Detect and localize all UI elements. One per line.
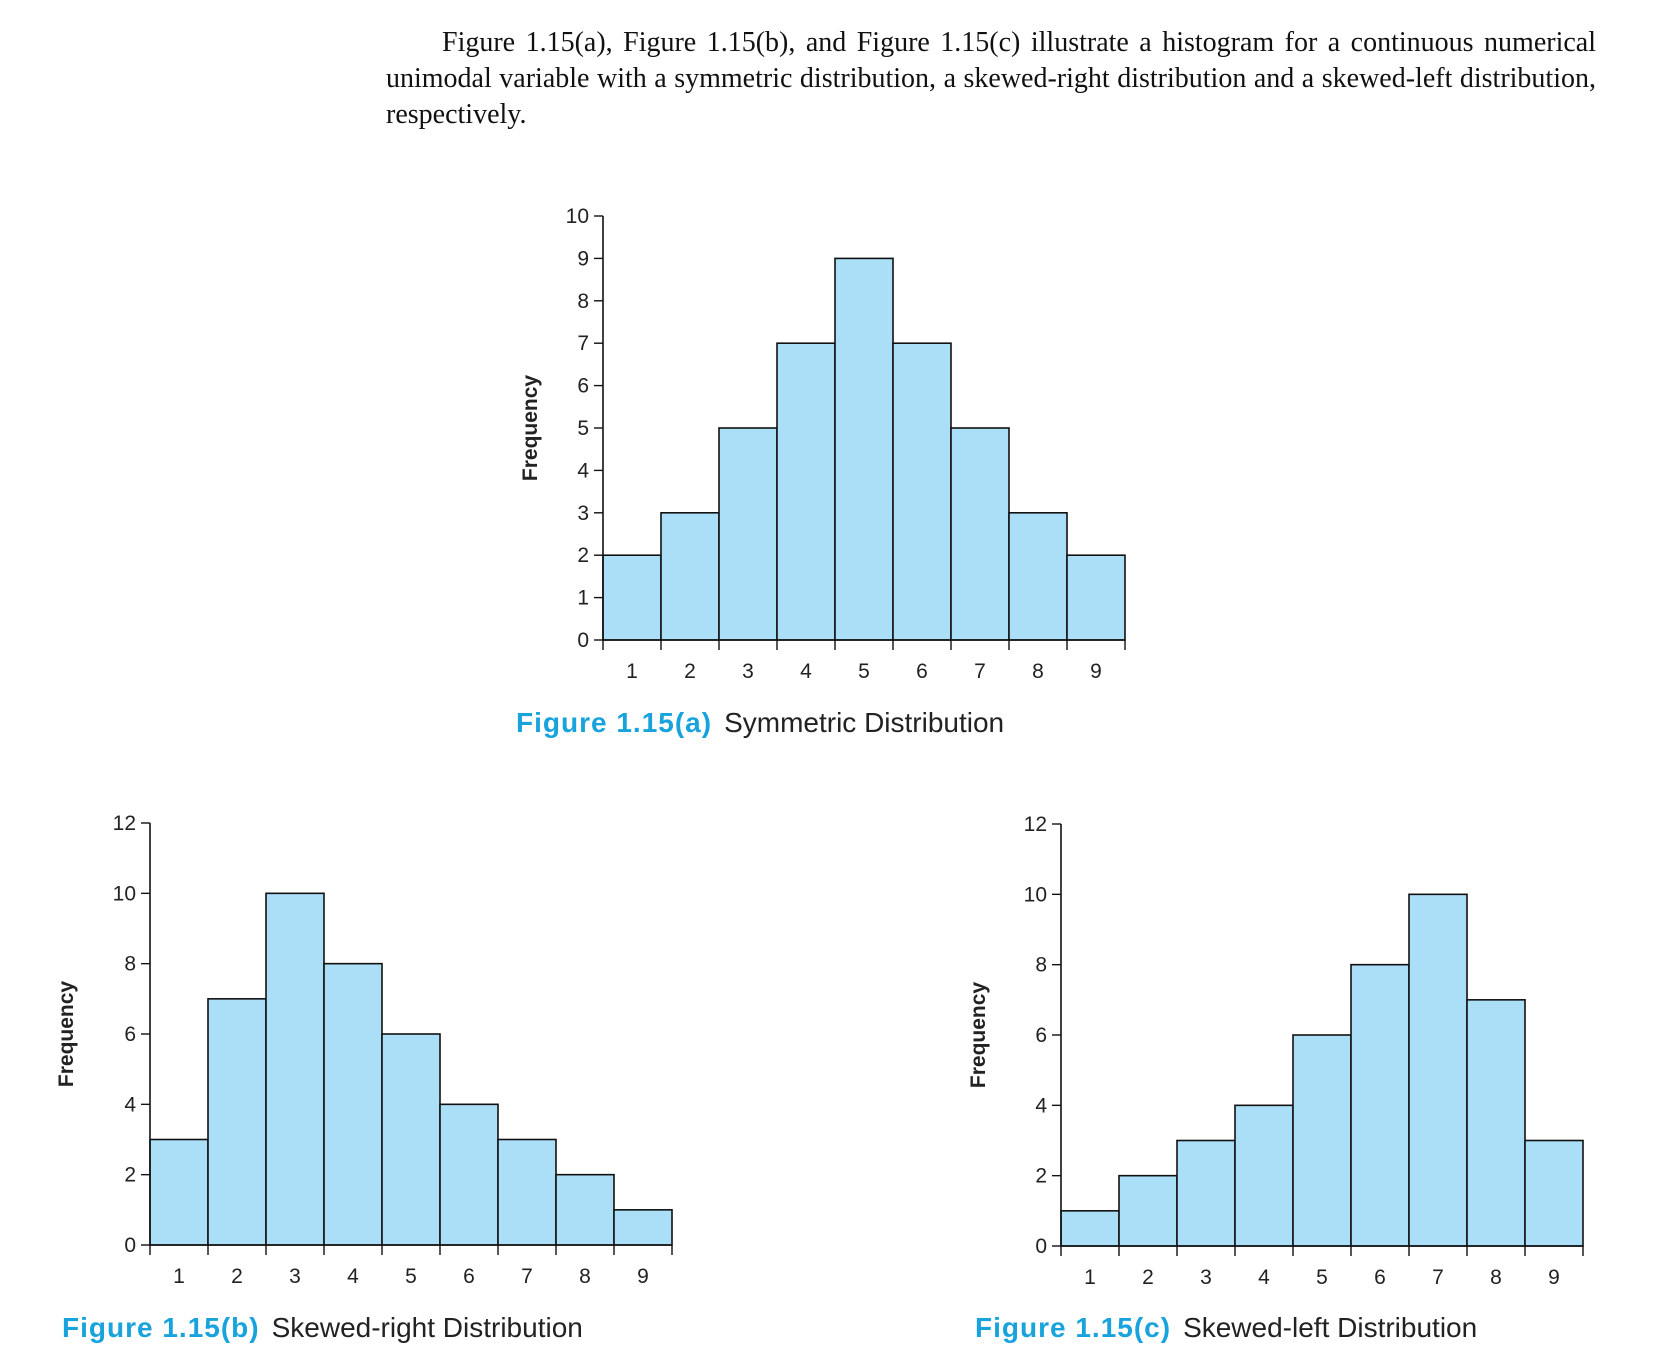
histogram-bar xyxy=(613,1209,673,1246)
histogram-bar xyxy=(1234,1104,1294,1247)
y-tick-label: 6 xyxy=(577,375,589,398)
x-tick-label: 5 xyxy=(858,660,870,683)
x-tick-label: 9 xyxy=(1548,1266,1560,1289)
histogram-bar xyxy=(1292,1034,1352,1247)
y-tick-label: 1 xyxy=(577,587,589,610)
caption-figure-c-title: Skewed-left Distribution xyxy=(1183,1312,1478,1343)
histogram-bar xyxy=(892,342,952,641)
histogram-bar xyxy=(1008,511,1068,641)
y-tick-label: 4 xyxy=(124,1093,136,1116)
y-axis-title: Frequency xyxy=(55,981,78,1088)
y-tick-label: 4 xyxy=(577,459,589,482)
x-tick-label: 7 xyxy=(521,1265,533,1288)
intro-paragraph: Figure 1.15(a), Figure 1.15(b), and Figu… xyxy=(386,25,1596,133)
histogram-bar xyxy=(497,1138,557,1246)
x-tick-label: 1 xyxy=(1084,1266,1096,1289)
x-tick-label: 2 xyxy=(231,1265,243,1288)
y-tick-label: 0 xyxy=(1035,1235,1047,1258)
histogram-bar xyxy=(1350,963,1410,1247)
y-tick-label: 10 xyxy=(1024,883,1047,906)
x-tick-label: 4 xyxy=(347,1265,359,1288)
caption-figure-a: Figure 1.15(a) Symmetric Distribution xyxy=(516,707,1004,739)
caption-figure-c: Figure 1.15(c) Skewed-left Distribution xyxy=(975,1312,1477,1344)
histogram-bar xyxy=(1466,999,1526,1247)
histogram-bar xyxy=(1118,1174,1178,1247)
y-tick-label: 0 xyxy=(124,1234,136,1257)
y-axis-title: Frequency xyxy=(967,982,990,1089)
histogram-bar xyxy=(950,427,1010,641)
caption-figure-b-title: Skewed-right Distribution xyxy=(271,1312,583,1343)
histogram-bar xyxy=(1176,1139,1236,1247)
y-tick-label: 3 xyxy=(577,502,589,525)
caption-figure-b-label: Figure 1.15(b) xyxy=(62,1312,260,1343)
x-tick-label: 4 xyxy=(800,660,812,683)
histogram-bar xyxy=(1524,1139,1584,1247)
x-tick-label: 8 xyxy=(579,1265,591,1288)
y-tick-label: 10 xyxy=(566,205,589,228)
x-tick-label: 6 xyxy=(916,660,928,683)
x-tick-label: 3 xyxy=(289,1265,301,1288)
y-tick-label: 8 xyxy=(577,290,589,313)
x-tick-label: 2 xyxy=(1142,1266,1154,1289)
caption-figure-b: Figure 1.15(b) Skewed-right Distribution xyxy=(62,1312,583,1344)
histogram-bar xyxy=(1066,554,1126,641)
x-tick-label: 9 xyxy=(1090,660,1102,683)
caption-figure-a-label: Figure 1.15(a) xyxy=(516,707,713,738)
y-tick-label: 7 xyxy=(577,332,589,355)
histogram-bar xyxy=(381,1033,441,1246)
y-tick-label: 0 xyxy=(577,629,589,652)
x-tick-label: 3 xyxy=(1200,1266,1212,1289)
histogram-bar xyxy=(1408,893,1468,1247)
y-tick-label: 2 xyxy=(577,544,589,567)
x-tick-label: 3 xyxy=(742,660,754,683)
x-tick-label: 8 xyxy=(1490,1266,1502,1289)
y-tick-label: 2 xyxy=(1035,1165,1047,1188)
x-tick-label: 7 xyxy=(974,660,986,683)
x-tick-label: 1 xyxy=(626,660,638,683)
x-tick-label: 5 xyxy=(1316,1266,1328,1289)
x-tick-label: 5 xyxy=(405,1265,417,1288)
y-tick-label: 4 xyxy=(1035,1094,1047,1117)
x-tick-label: 9 xyxy=(637,1265,649,1288)
x-tick-label: 6 xyxy=(463,1265,475,1288)
y-tick-label: 6 xyxy=(1035,1024,1047,1047)
y-tick-label: 12 xyxy=(1024,813,1047,836)
caption-figure-c-label: Figure 1.15(c) xyxy=(975,1312,1172,1343)
y-tick-label: 12 xyxy=(113,812,136,835)
histogram-bar xyxy=(1060,1210,1120,1247)
x-tick-label: 4 xyxy=(1258,1266,1270,1289)
x-tick-label: 6 xyxy=(1374,1266,1386,1289)
y-tick-label: 10 xyxy=(113,882,136,905)
y-tick-label: 6 xyxy=(124,1023,136,1046)
y-tick-label: 2 xyxy=(124,1164,136,1187)
x-tick-label: 1 xyxy=(173,1265,185,1288)
histogram-bar xyxy=(555,1173,615,1246)
y-axis-title: Frequency xyxy=(519,375,542,482)
x-tick-label: 2 xyxy=(684,660,696,683)
x-tick-label: 7 xyxy=(1432,1266,1444,1289)
y-tick-label: 9 xyxy=(577,247,589,270)
x-tick-label: 8 xyxy=(1032,660,1044,683)
y-tick-label: 8 xyxy=(1035,954,1047,977)
y-tick-label: 5 xyxy=(577,417,589,440)
y-tick-label: 8 xyxy=(124,953,136,976)
intro-text: Figure 1.15(a), Figure 1.15(b), and Figu… xyxy=(386,27,1596,130)
caption-figure-a-title: Symmetric Distribution xyxy=(724,707,1005,738)
